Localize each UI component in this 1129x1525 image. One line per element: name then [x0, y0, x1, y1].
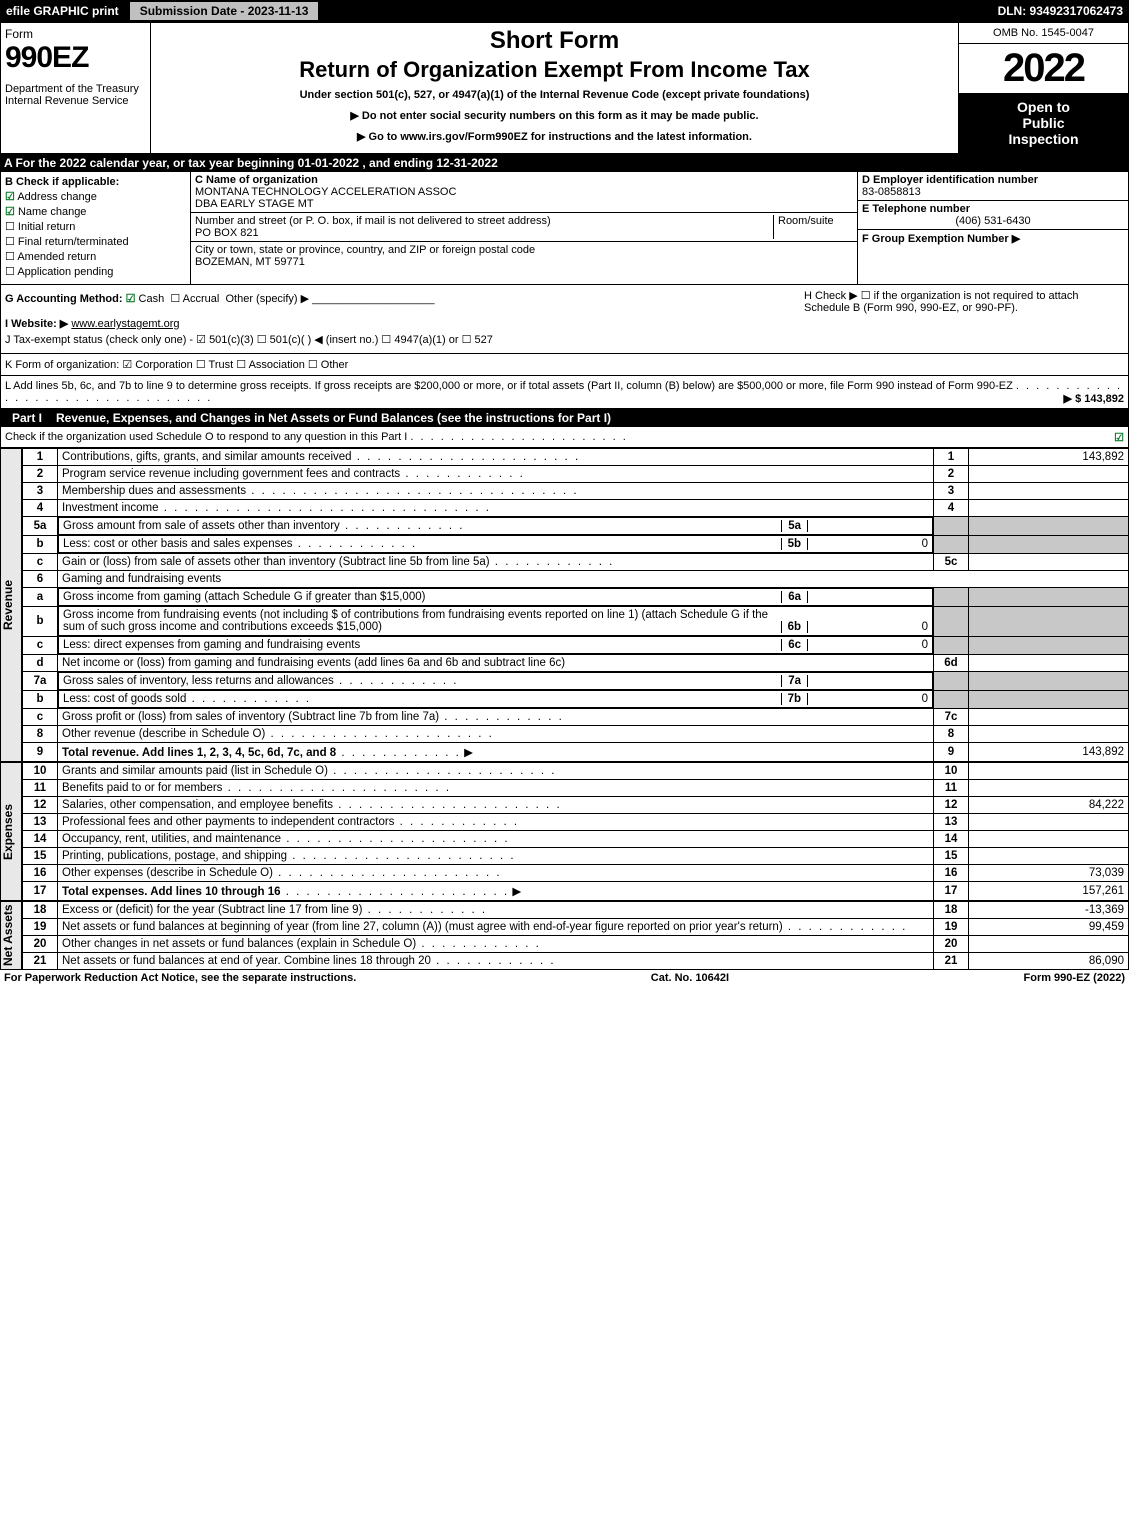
- dba: DBA EARLY STAGE MT: [195, 198, 853, 210]
- tel-hdr: E Telephone number: [862, 203, 1124, 215]
- col-b: B Check if applicable: ☑ Address change …: [1, 172, 191, 284]
- line-6d: dNet income or (loss) from gaming and fu…: [23, 655, 1129, 672]
- check-amended[interactable]: ☐ Amended return: [5, 250, 186, 263]
- footer-left: For Paperwork Reduction Act Notice, see …: [4, 972, 356, 984]
- check-name[interactable]: ☑ Name change: [5, 205, 186, 218]
- page-footer: For Paperwork Reduction Act Notice, see …: [0, 970, 1129, 986]
- line-k: K Form of organization: ☑ Corporation ☐ …: [0, 354, 1129, 376]
- footer-mid: Cat. No. 10642I: [651, 972, 729, 984]
- line-5b: bLess: cost or other basis and sales exp…: [23, 535, 1129, 554]
- top-bar: efile GRAPHIC print Submission Date - 20…: [0, 0, 1129, 22]
- ein: 83-0858813: [862, 186, 1124, 198]
- revenue-side-label: Revenue: [0, 448, 22, 762]
- line-5c: cGain or (loss) from sale of assets othe…: [23, 554, 1129, 571]
- street-hdr: Number and street (or P. O. box, if mail…: [195, 215, 773, 227]
- sched-o-check[interactable]: ☑: [1114, 431, 1124, 444]
- line-11: 11Benefits paid to or for members11: [23, 780, 1129, 797]
- part1-sched-o: Check if the organization used Schedule …: [0, 427, 1129, 448]
- check-pending[interactable]: ☐ Application pending: [5, 265, 186, 278]
- section-bcde: B Check if applicable: ☑ Address change …: [0, 172, 1129, 285]
- city-hdr: City or town, state or province, country…: [195, 244, 853, 256]
- line-i: I Website: ▶ www.earlystagemt.org: [5, 317, 1124, 330]
- no-ssn: ▶ Do not enter social security numbers o…: [159, 109, 950, 122]
- b-header: B Check if applicable:: [5, 176, 186, 188]
- check-address[interactable]: ☑ Address change: [5, 190, 186, 203]
- form-header: Form 990EZ Department of the Treasury In…: [0, 22, 1129, 154]
- line-16: 16Other expenses (describe in Schedule O…: [23, 865, 1129, 882]
- dln: DLN: 93492317062473: [998, 4, 1129, 18]
- open-public-inspection: Open to Public Inspection: [959, 93, 1128, 153]
- line-17: 17Total expenses. Add lines 10 through 1…: [23, 882, 1129, 901]
- line-15: 15Printing, publications, postage, and s…: [23, 848, 1129, 865]
- ghijk-block: G Accounting Method: ☑ Cash ☐ Accrual Ot…: [0, 285, 1129, 354]
- footer-right: Form 990-EZ (2022): [1024, 972, 1125, 984]
- line-20: 20Other changes in net assets or fund ba…: [23, 936, 1129, 953]
- header-center: Short Form Return of Organization Exempt…: [151, 23, 958, 153]
- submission-date: Submission Date - 2023-11-13: [129, 1, 320, 21]
- irs-label: Internal Revenue Service: [5, 95, 146, 107]
- line-6b: bGross income from fundraising events (n…: [23, 606, 1129, 636]
- check-final[interactable]: ☐ Final return/terminated: [5, 235, 186, 248]
- omb-number: OMB No. 1545-0047: [959, 23, 1128, 44]
- website-link[interactable]: www.earlystagemt.org: [71, 318, 179, 330]
- expenses-section: Expenses 10Grants and similar amounts pa…: [0, 762, 1129, 901]
- section-a: A For the 2022 calendar year, or tax yea…: [0, 154, 1129, 172]
- c-name-hdr: C Name of organization: [195, 174, 853, 186]
- line-18: 18Excess or (deficit) for the year (Subt…: [23, 902, 1129, 919]
- line-5a: 5aGross amount from sale of assets other…: [23, 517, 1129, 536]
- check-initial[interactable]: ☐ Initial return: [5, 220, 186, 233]
- col-de: D Employer identification number 83-0858…: [858, 172, 1128, 284]
- line-8: 8Other revenue (describe in Schedule O)8: [23, 726, 1129, 743]
- line-2: 2Program service revenue including gover…: [23, 466, 1129, 483]
- line-10: 10Grants and similar amounts paid (list …: [23, 763, 1129, 780]
- line-6a: aGross income from gaming (attach Schedu…: [23, 588, 1129, 607]
- line-l: L Add lines 5b, 6c, and 7b to line 9 to …: [0, 376, 1129, 409]
- street: PO BOX 821: [195, 227, 773, 239]
- ein-hdr: D Employer identification number: [862, 174, 1124, 186]
- line-g: G Accounting Method: ☑ Cash ☐ Accrual Ot…: [5, 292, 804, 311]
- part1-title: Revenue, Expenses, and Changes in Net As…: [56, 411, 611, 425]
- line-21: 21Net assets or fund balances at end of …: [23, 953, 1129, 970]
- goto-link[interactable]: ▶ Go to www.irs.gov/Form990EZ for instru…: [159, 130, 950, 143]
- group-hdr: F Group Exemption Number ▶: [862, 232, 1124, 245]
- subtitle: Under section 501(c), 527, or 4947(a)(1)…: [159, 89, 950, 101]
- net-assets-side-label: Net Assets: [0, 901, 22, 970]
- short-form-title: Short Form: [159, 27, 950, 55]
- return-title: Return of Organization Exempt From Incom…: [159, 57, 950, 83]
- line-7a: 7aGross sales of inventory, less returns…: [23, 672, 1129, 691]
- part1-label: Part I: [6, 411, 48, 425]
- line-6: 6Gaming and fundraising events: [23, 571, 1129, 588]
- line-7b: bLess: cost of goods sold7b0: [23, 690, 1129, 709]
- city: BOZEMAN, MT 59771: [195, 256, 853, 268]
- form-number: 990EZ: [5, 41, 146, 75]
- col-c: C Name of organization MONTANA TECHNOLOG…: [191, 172, 858, 284]
- line-7c: cGross profit or (loss) from sales of in…: [23, 709, 1129, 726]
- line-4: 4Investment income4: [23, 500, 1129, 517]
- form-word: Form: [5, 27, 146, 41]
- tax-year: 2022: [959, 44, 1128, 93]
- line-1: 1Contributions, gifts, grants, and simil…: [23, 449, 1129, 466]
- line-j: J Tax-exempt status (check only one) - ☑…: [5, 333, 1124, 346]
- line-13: 13Professional fees and other payments t…: [23, 814, 1129, 831]
- line-h: H Check ▶ ☐ if the organization is not r…: [804, 289, 1124, 314]
- line-9: 9Total revenue. Add lines 1, 2, 3, 4, 5c…: [23, 743, 1129, 762]
- line-14: 14Occupancy, rent, utilities, and mainte…: [23, 831, 1129, 848]
- line-3: 3Membership dues and assessments3: [23, 483, 1129, 500]
- line-12: 12Salaries, other compensation, and empl…: [23, 797, 1129, 814]
- revenue-section: Revenue 1Contributions, gifts, grants, a…: [0, 448, 1129, 762]
- expenses-side-label: Expenses: [0, 762, 22, 901]
- tel: (406) 531-6430: [862, 215, 1124, 227]
- part1-header: Part I Revenue, Expenses, and Changes in…: [0, 409, 1129, 427]
- line-19: 19Net assets or fund balances at beginni…: [23, 919, 1129, 936]
- line-6c: cLess: direct expenses from gaming and f…: [23, 636, 1129, 655]
- net-assets-section: Net Assets 18Excess or (deficit) for the…: [0, 901, 1129, 970]
- efile-label: efile GRAPHIC print: [0, 4, 125, 18]
- dept-treasury: Department of the Treasury: [5, 83, 146, 95]
- header-left: Form 990EZ Department of the Treasury In…: [1, 23, 151, 153]
- room-suite: Room/suite: [773, 215, 853, 239]
- header-right: OMB No. 1545-0047 2022 Open to Public In…: [958, 23, 1128, 153]
- org-name: MONTANA TECHNOLOGY ACCELERATION ASSOC: [195, 186, 853, 198]
